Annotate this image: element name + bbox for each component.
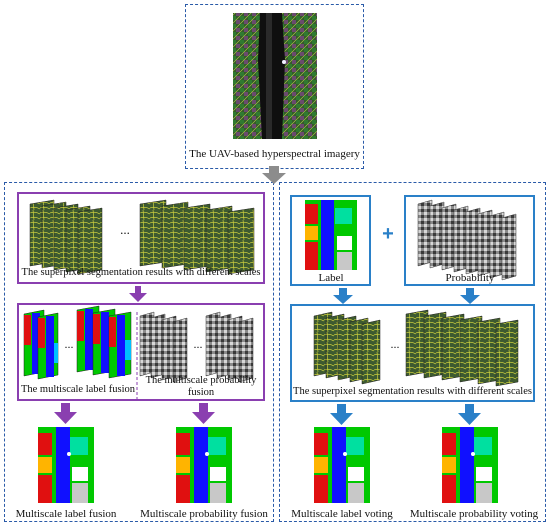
superpixel-stack-right-b [405,309,519,387]
superpixel-stack-left-a [29,199,103,275]
superpixel-stack-left-b [139,199,255,275]
fusion-box [17,303,265,401]
label-caption: Label [318,272,344,284]
prob-fusion-caption: The multiscale probability fusion [145,375,257,398]
probability-stack-left-a [139,311,188,383]
ellipsis-right: ... [390,337,400,351]
superpixel-box-left [17,192,265,284]
blue-arrow-2 [460,288,480,304]
result-prob-fusion: Multiscale probability fusion [140,508,268,520]
blue-arrow-1 [333,288,353,304]
label-stack-b [76,305,132,379]
label-fusion-caption: The multiscale label fusion [20,384,135,395]
classification-map-left-prob [176,427,232,503]
imagery-caption: The UAV-based hyperspectral imagery [189,148,360,160]
classification-map-right-label-voting [314,427,370,503]
blue-arrow-4 [458,404,481,425]
superpixel-stack-right-a [313,311,381,385]
probability-stack-left-b [205,311,254,383]
hyperspectral-image [233,13,317,139]
purple-arrow-1 [129,286,147,302]
ellipsis-left-1: ... [120,222,130,237]
ellipsis-left-3: ... [193,337,203,351]
blue-arrow-3 [330,404,353,425]
classification-map-right-label [305,200,357,270]
ellipsis-left-2: ... [64,337,74,351]
superpixel-caption-left: The superpixel segmentation results with… [21,267,261,278]
purple-arrow-2 [54,403,77,424]
label-box [290,195,371,286]
label-stack-a [23,309,59,380]
result-prob-voting: Multiscale probability voting [409,508,539,520]
superpixel-box-right [290,304,535,402]
classification-map-left-result [38,427,94,503]
result-label-voting: Multiscale label voting [291,508,393,520]
purple-arrow-3 [192,403,215,424]
right-panel [279,182,546,522]
probability-box [404,195,535,286]
superpixel-caption-right: The superpixel segmentation results with… [293,386,532,397]
main-down-arrow [262,166,286,184]
result-label-fusion: Multiscale label fusion [15,508,117,520]
probability-stack-right [417,199,517,281]
probability-caption: Probability [445,272,495,284]
plus-sign: + [382,223,394,245]
classification-map-right-prob-voting [442,427,498,503]
left-panel [4,182,274,522]
